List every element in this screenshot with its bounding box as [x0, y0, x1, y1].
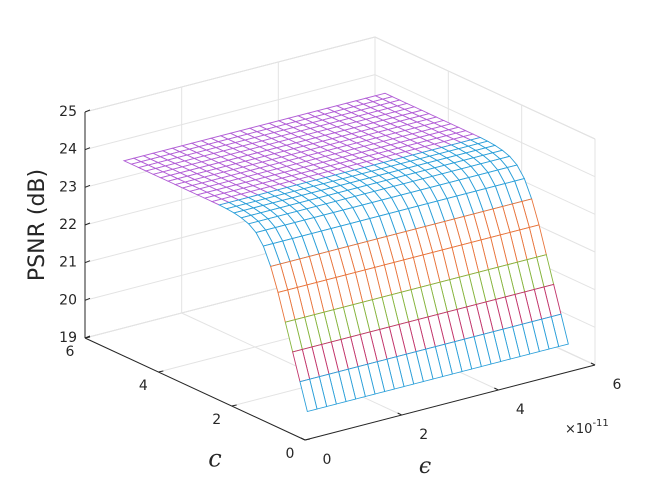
z-axis-label: PSNR (dB) — [25, 169, 50, 281]
x-multiplier: ×10-11 — [565, 418, 609, 437]
z-tick — [84, 109, 91, 113]
z-tick — [84, 297, 91, 301]
z-tick — [84, 260, 91, 264]
y-axis-label: c — [208, 445, 221, 473]
z-tick — [84, 222, 91, 226]
y-axis — [84, 337, 306, 441]
x-axis-label: ϵ — [419, 454, 431, 479]
mesh-cell — [299, 378, 318, 413]
x-tick-label: 2 — [419, 427, 428, 443]
z-tick-label: 25 — [59, 104, 77, 120]
z-tick-label: 22 — [59, 217, 77, 233]
x-tick — [590, 362, 596, 366]
x-tick — [300, 437, 306, 441]
y-tick — [304, 438, 311, 441]
x-tick — [494, 387, 499, 391]
z-tick — [84, 147, 91, 151]
x-tick-label: 0 — [323, 452, 332, 468]
x-tick-label: 6 — [613, 377, 622, 393]
x-multiplier-exponent: -11 — [592, 418, 608, 429]
grid-line — [374, 36, 596, 140]
y-tick — [158, 370, 164, 373]
z-tick-label: 21 — [59, 255, 77, 271]
z-tick-label: 24 — [59, 142, 77, 158]
y-tick-label: 2 — [212, 412, 221, 428]
grid-line — [374, 74, 596, 178]
y-tick-label: 0 — [286, 446, 295, 462]
x-tick — [397, 412, 402, 416]
z-tick-label: 20 — [59, 292, 77, 308]
z-tick — [84, 184, 91, 188]
x-axis — [304, 364, 596, 441]
z-tick-label: 23 — [59, 179, 77, 195]
grid-line — [181, 312, 402, 416]
x-tick-label: 4 — [516, 402, 525, 418]
y-tick — [231, 404, 237, 407]
x-multiplier-base: ×10 — [565, 422, 592, 437]
grid-line — [84, 74, 376, 151]
z-tick-label: 19 — [59, 330, 77, 346]
grid-line — [84, 36, 376, 113]
y-tick-label: 4 — [139, 378, 148, 394]
y-tick-label: 6 — [66, 344, 75, 360]
z-tick — [84, 335, 91, 339]
